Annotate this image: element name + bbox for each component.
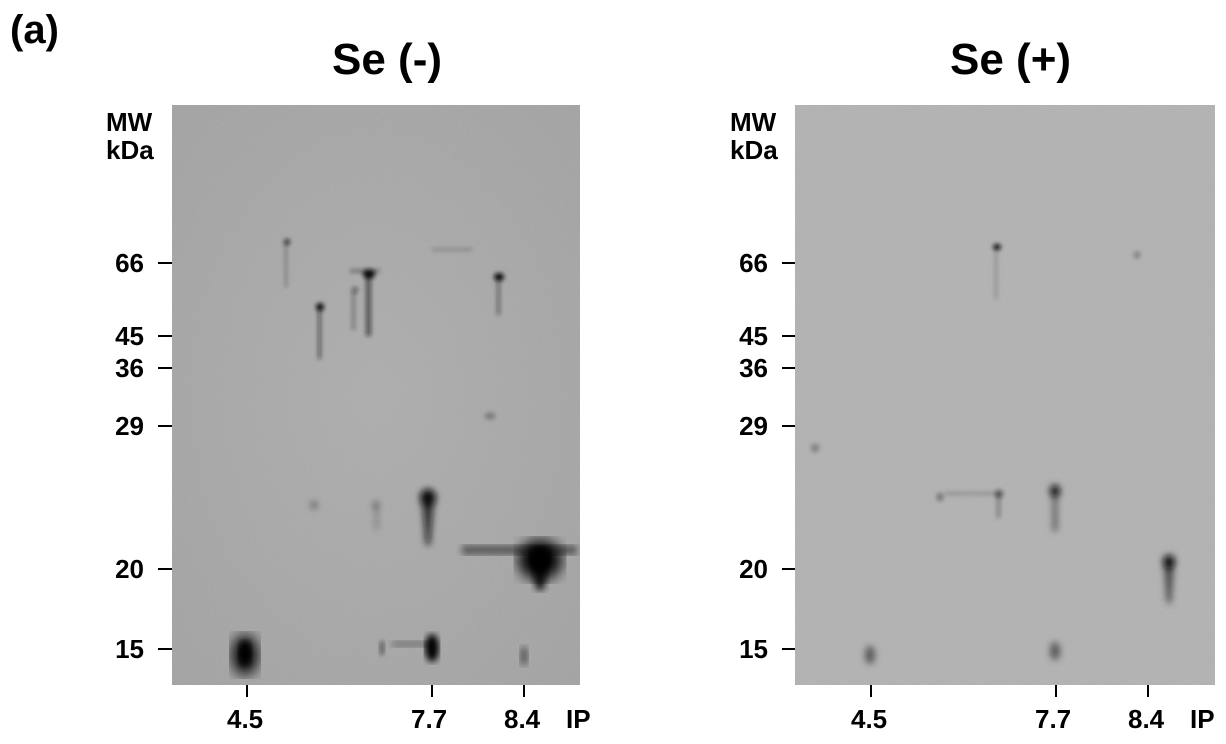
- mw-tick-label: 45: [115, 321, 144, 351]
- mw-tick: [158, 425, 172, 427]
- mw-tick: [782, 367, 796, 369]
- mw-tick: [782, 335, 796, 337]
- mw-tick-label: 29: [739, 411, 768, 441]
- mw-tick: [782, 568, 796, 570]
- ip-tick: [1055, 685, 1057, 697]
- gel-image-se-plus: [795, 105, 1215, 685]
- gel-spots-se-minus: [172, 105, 580, 685]
- ip-tick-label: 8.4: [504, 704, 541, 734]
- mw-tick-label: 66: [739, 248, 768, 278]
- mw-axis-title-right: MW kDa: [730, 108, 778, 164]
- kda-label: kDa: [730, 135, 778, 165]
- mw-tick-label: 66: [115, 248, 144, 278]
- ip-tick-label: 4.5: [227, 704, 264, 734]
- mw-tick-label: 29: [115, 411, 144, 441]
- ip-tick: [431, 685, 433, 697]
- ip-axis-label: IP: [566, 704, 591, 734]
- gel-spots-se-plus: [795, 105, 1215, 685]
- mw-tick: [158, 367, 172, 369]
- mw-tick-label: 20: [115, 554, 144, 584]
- mw-axis-title-left: MW kDa: [106, 108, 154, 164]
- ip-tick-label: 4.5: [851, 704, 888, 734]
- ip-tick: [1147, 685, 1149, 697]
- mw-tick: [158, 648, 172, 650]
- mw-tick: [782, 262, 796, 264]
- mw-label: MW: [730, 107, 777, 137]
- mw-tick-label: 15: [739, 634, 768, 664]
- mw-tick-label: 20: [739, 554, 768, 584]
- mw-tick: [782, 648, 796, 650]
- panel-title-se-minus: Se (-): [332, 35, 442, 84]
- ip-tick: [523, 685, 525, 697]
- mw-tick: [782, 425, 796, 427]
- ip-tick-label: 8.4: [1128, 704, 1165, 734]
- gel-image-se-minus: [172, 105, 580, 685]
- mw-tick-label: 15: [115, 634, 144, 664]
- mw-tick-label: 45: [739, 321, 768, 351]
- ip-tick: [870, 685, 872, 697]
- ip-axis-label: IP: [1190, 704, 1215, 734]
- panel-label: (a): [10, 8, 59, 52]
- mw-tick: [158, 335, 172, 337]
- mw-tick-label: 36: [739, 353, 768, 383]
- mw-tick: [158, 568, 172, 570]
- ip-tick-label: 7.7: [411, 704, 448, 734]
- mw-tick-label: 36: [115, 353, 144, 383]
- ip-tick: [246, 685, 248, 697]
- kda-label: kDa: [106, 135, 154, 165]
- mw-tick: [158, 262, 172, 264]
- panel-title-se-plus: Se (+): [950, 35, 1072, 84]
- mw-label: MW: [106, 107, 153, 137]
- ip-tick-label: 7.7: [1035, 704, 1072, 734]
